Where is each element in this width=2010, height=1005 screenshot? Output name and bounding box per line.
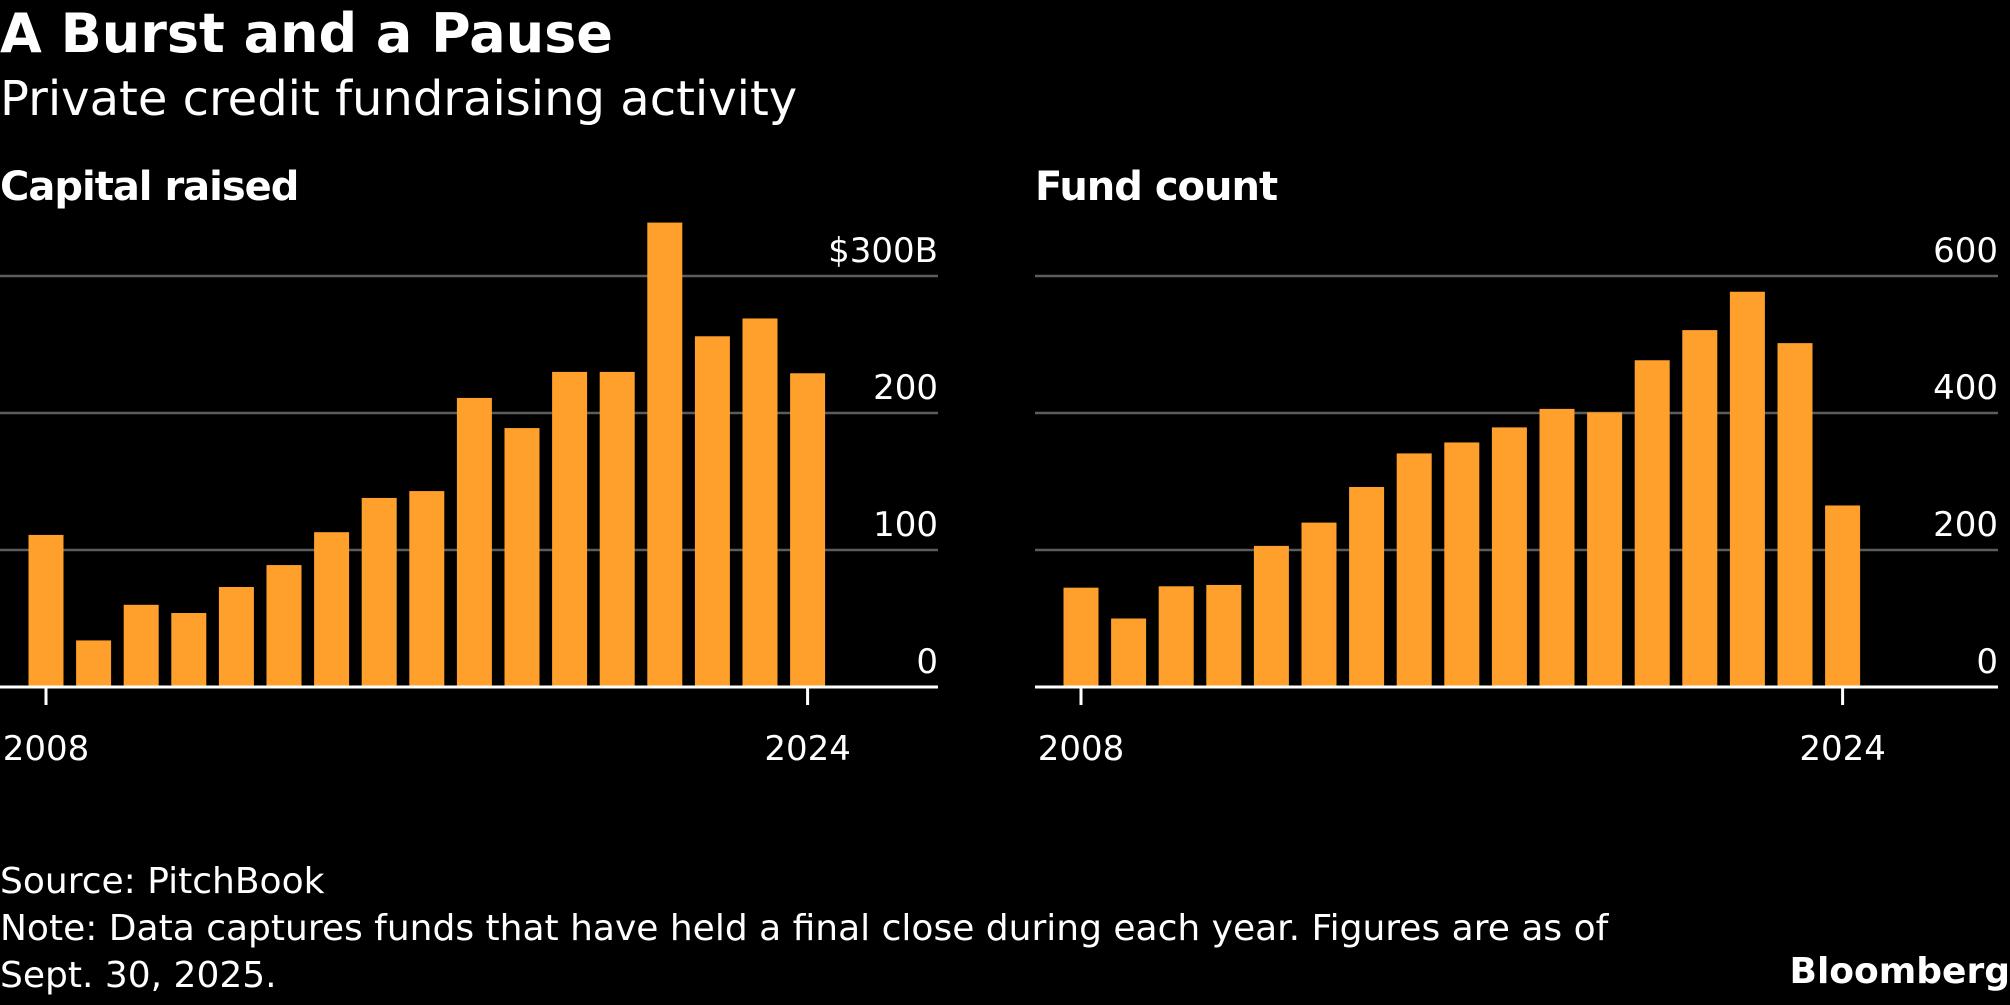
bar-fund-count-2013 bbox=[1301, 522, 1337, 687]
x-tick-label-capital: 2008 bbox=[3, 729, 90, 769]
fund-count-chart: 0 200 400 600 2008 2024 bbox=[1035, 231, 1998, 769]
y-tick-label-fund-count: 600 bbox=[1933, 231, 1998, 271]
chart-subtitle: Private credit fundraising activity bbox=[0, 71, 798, 127]
bar-fund-count-2016 bbox=[1444, 442, 1480, 687]
y-tick-label-fund-count: 200 bbox=[1933, 505, 1998, 545]
bar-fund-count-2014 bbox=[1349, 486, 1385, 687]
x-tick-label-fund-count: 2008 bbox=[1038, 729, 1125, 769]
bar-capital-2014 bbox=[314, 532, 350, 687]
y-tick-label-capital: 200 bbox=[873, 368, 938, 408]
bar-capital-2020 bbox=[599, 371, 635, 687]
bar-capital-2010 bbox=[123, 604, 159, 687]
y-tick-label-capital: 0 bbox=[916, 642, 938, 682]
bar-fund-count-2019 bbox=[1587, 412, 1623, 687]
x-tick-label-fund-count: 2024 bbox=[1799, 729, 1886, 769]
y-tick-label-capital: 100 bbox=[873, 505, 938, 545]
bar-fund-count-2008 bbox=[1063, 587, 1099, 687]
bar-capital-2023 bbox=[742, 318, 778, 687]
bar-capital-2012 bbox=[218, 586, 254, 687]
footer-notes: Source: PitchBook Note: Data captures fu… bbox=[0, 858, 1608, 999]
source-text: Source: PitchBook bbox=[0, 861, 325, 902]
bar-capital-2015 bbox=[361, 497, 397, 687]
panel-title-fund-count: Fund count bbox=[1035, 164, 1278, 210]
bar-fund-count-2022 bbox=[1729, 291, 1765, 687]
bar-capital-2024 bbox=[790, 373, 826, 687]
y-tick-label-capital: $300B bbox=[828, 231, 938, 271]
bar-capital-2011 bbox=[171, 613, 207, 687]
bar-fund-count-2015 bbox=[1396, 453, 1432, 687]
note-text-line-1: Note: Data captures funds that have held… bbox=[0, 908, 1609, 949]
bar-capital-2013 bbox=[266, 565, 302, 687]
x-tick-label-capital: 2024 bbox=[764, 729, 851, 769]
bar-capital-2019 bbox=[552, 371, 588, 687]
bar-fund-count-2020 bbox=[1634, 360, 1670, 687]
bar-capital-2018 bbox=[504, 428, 540, 687]
capital-raised-chart: 0 100 200 $300B 2008 2024 bbox=[0, 222, 938, 769]
bar-fund-count-2010 bbox=[1158, 586, 1194, 687]
bar-capital-2022 bbox=[694, 336, 730, 687]
bar-fund-count-2018 bbox=[1539, 408, 1575, 687]
bar-fund-count-2024 bbox=[1825, 505, 1861, 687]
bloomberg-logo: Bloomberg bbox=[1789, 951, 2010, 992]
bar-capital-2021 bbox=[647, 222, 683, 687]
bar-fund-count-2023 bbox=[1777, 343, 1813, 687]
bar-fund-count-2012 bbox=[1253, 545, 1289, 687]
bar-capital-2009 bbox=[76, 640, 112, 687]
bar-capital-2016 bbox=[409, 491, 445, 687]
chart-title: A Burst and a Pause bbox=[0, 2, 613, 65]
bar-fund-count-2011 bbox=[1206, 584, 1242, 687]
bar-capital-2017 bbox=[456, 397, 492, 687]
bar-fund-count-2017 bbox=[1491, 427, 1527, 687]
bar-fund-count-2021 bbox=[1682, 330, 1718, 687]
y-tick-label-fund-count: 400 bbox=[1933, 368, 1998, 408]
bar-fund-count-2009 bbox=[1111, 618, 1147, 687]
note-text-line-2: Sept. 30, 2025. bbox=[0, 955, 277, 996]
y-tick-label-fund-count: 0 bbox=[1976, 642, 1998, 682]
panel-title-capital-raised: Capital raised bbox=[0, 164, 299, 210]
bar-capital-2008 bbox=[28, 534, 64, 687]
